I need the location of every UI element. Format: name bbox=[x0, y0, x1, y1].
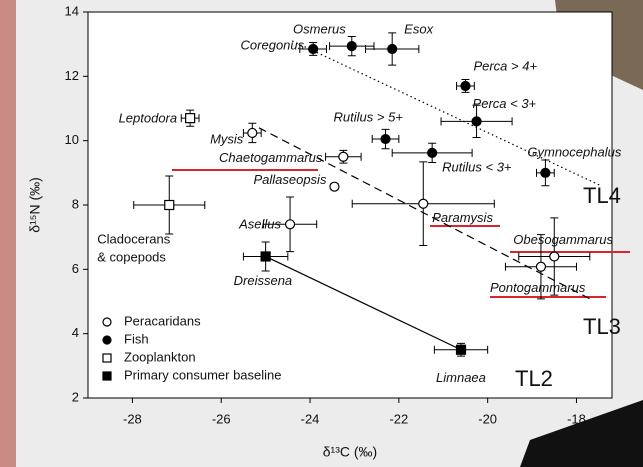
point-label: Rutilus > 5+ bbox=[334, 109, 404, 124]
trophic-level-label: TL3 bbox=[583, 314, 621, 339]
point-label: Paramysis bbox=[432, 210, 493, 225]
y-tick-label: 12 bbox=[65, 68, 79, 83]
point bbox=[339, 152, 348, 161]
point-label: Asellus bbox=[238, 217, 281, 232]
x-tick-label: -26 bbox=[212, 411, 231, 426]
point bbox=[309, 44, 318, 53]
point bbox=[541, 168, 550, 177]
point-label: Mysis bbox=[210, 131, 244, 146]
point-label: Esox bbox=[404, 21, 433, 36]
point-label: & copepods bbox=[97, 249, 166, 264]
x-axis-label: δ¹³C (‰) bbox=[323, 444, 377, 460]
point-label: Perca < 3+ bbox=[473, 96, 537, 111]
trophic-level-label: TL2 bbox=[515, 366, 553, 391]
point-label: Chaetogammarus bbox=[219, 150, 323, 165]
x-tick-label: -28 bbox=[123, 411, 142, 426]
point bbox=[248, 128, 257, 137]
y-tick-label: 4 bbox=[72, 325, 79, 340]
point-label: Limnaea bbox=[436, 370, 486, 385]
legend-marker bbox=[103, 372, 111, 380]
chart: δ¹³C (‰) δ¹⁵N (‰) -28 -26 -24 -22 -20 -18 2 4 6 8… bbox=[0, 0, 643, 467]
trophic-level-label: TL4 bbox=[583, 183, 621, 208]
point bbox=[472, 117, 481, 126]
point-label: Dreissena bbox=[234, 273, 293, 288]
legend-label: Peracaridans bbox=[124, 313, 201, 328]
y-tick-label: 2 bbox=[72, 389, 79, 404]
legend-label: Zooplankton bbox=[124, 349, 196, 364]
point-label: Coregonus bbox=[241, 37, 305, 52]
point bbox=[457, 345, 466, 354]
y-tick-label: 10 bbox=[65, 132, 79, 147]
legend-label: Primary consumer baseline bbox=[124, 367, 282, 382]
point-label: Pallaseopsis bbox=[253, 172, 326, 187]
y-tick-label: 6 bbox=[72, 261, 79, 276]
y-axis-label: δ¹⁵N (‰) bbox=[27, 177, 43, 233]
legend-marker bbox=[103, 318, 111, 326]
y-tick-label: 14 bbox=[65, 3, 79, 18]
point-label: Leptodora bbox=[119, 111, 178, 126]
point bbox=[536, 262, 545, 271]
legend-label: Fish bbox=[124, 331, 149, 346]
point-label: Obesogammarus bbox=[513, 232, 613, 247]
legend-marker bbox=[103, 354, 111, 362]
x-tick-label: -22 bbox=[389, 411, 408, 426]
point-label: Osmerus bbox=[293, 22, 346, 37]
point-label: Gymnocephalus bbox=[527, 144, 621, 159]
point bbox=[261, 252, 270, 261]
point bbox=[165, 201, 174, 210]
point bbox=[388, 44, 397, 53]
point bbox=[381, 135, 390, 144]
legend-marker bbox=[103, 336, 111, 344]
point bbox=[461, 81, 470, 90]
left-stripe bbox=[0, 0, 16, 467]
point-label: Perca > 4+ bbox=[473, 58, 537, 73]
y-tick-label: 8 bbox=[72, 196, 79, 211]
x-tick-label: -24 bbox=[301, 411, 320, 426]
x-tick-label: -18 bbox=[567, 411, 586, 426]
point bbox=[186, 114, 195, 123]
point bbox=[347, 42, 356, 51]
point bbox=[286, 220, 295, 229]
point-label: Pontogammarus bbox=[490, 280, 586, 295]
point bbox=[550, 252, 559, 261]
point bbox=[428, 148, 437, 157]
point-label: Rutilus < 3+ bbox=[442, 159, 512, 174]
point bbox=[330, 182, 339, 191]
x-tick-label: -20 bbox=[478, 411, 497, 426]
point bbox=[419, 199, 428, 208]
point-label: Cladocerans bbox=[97, 231, 170, 246]
